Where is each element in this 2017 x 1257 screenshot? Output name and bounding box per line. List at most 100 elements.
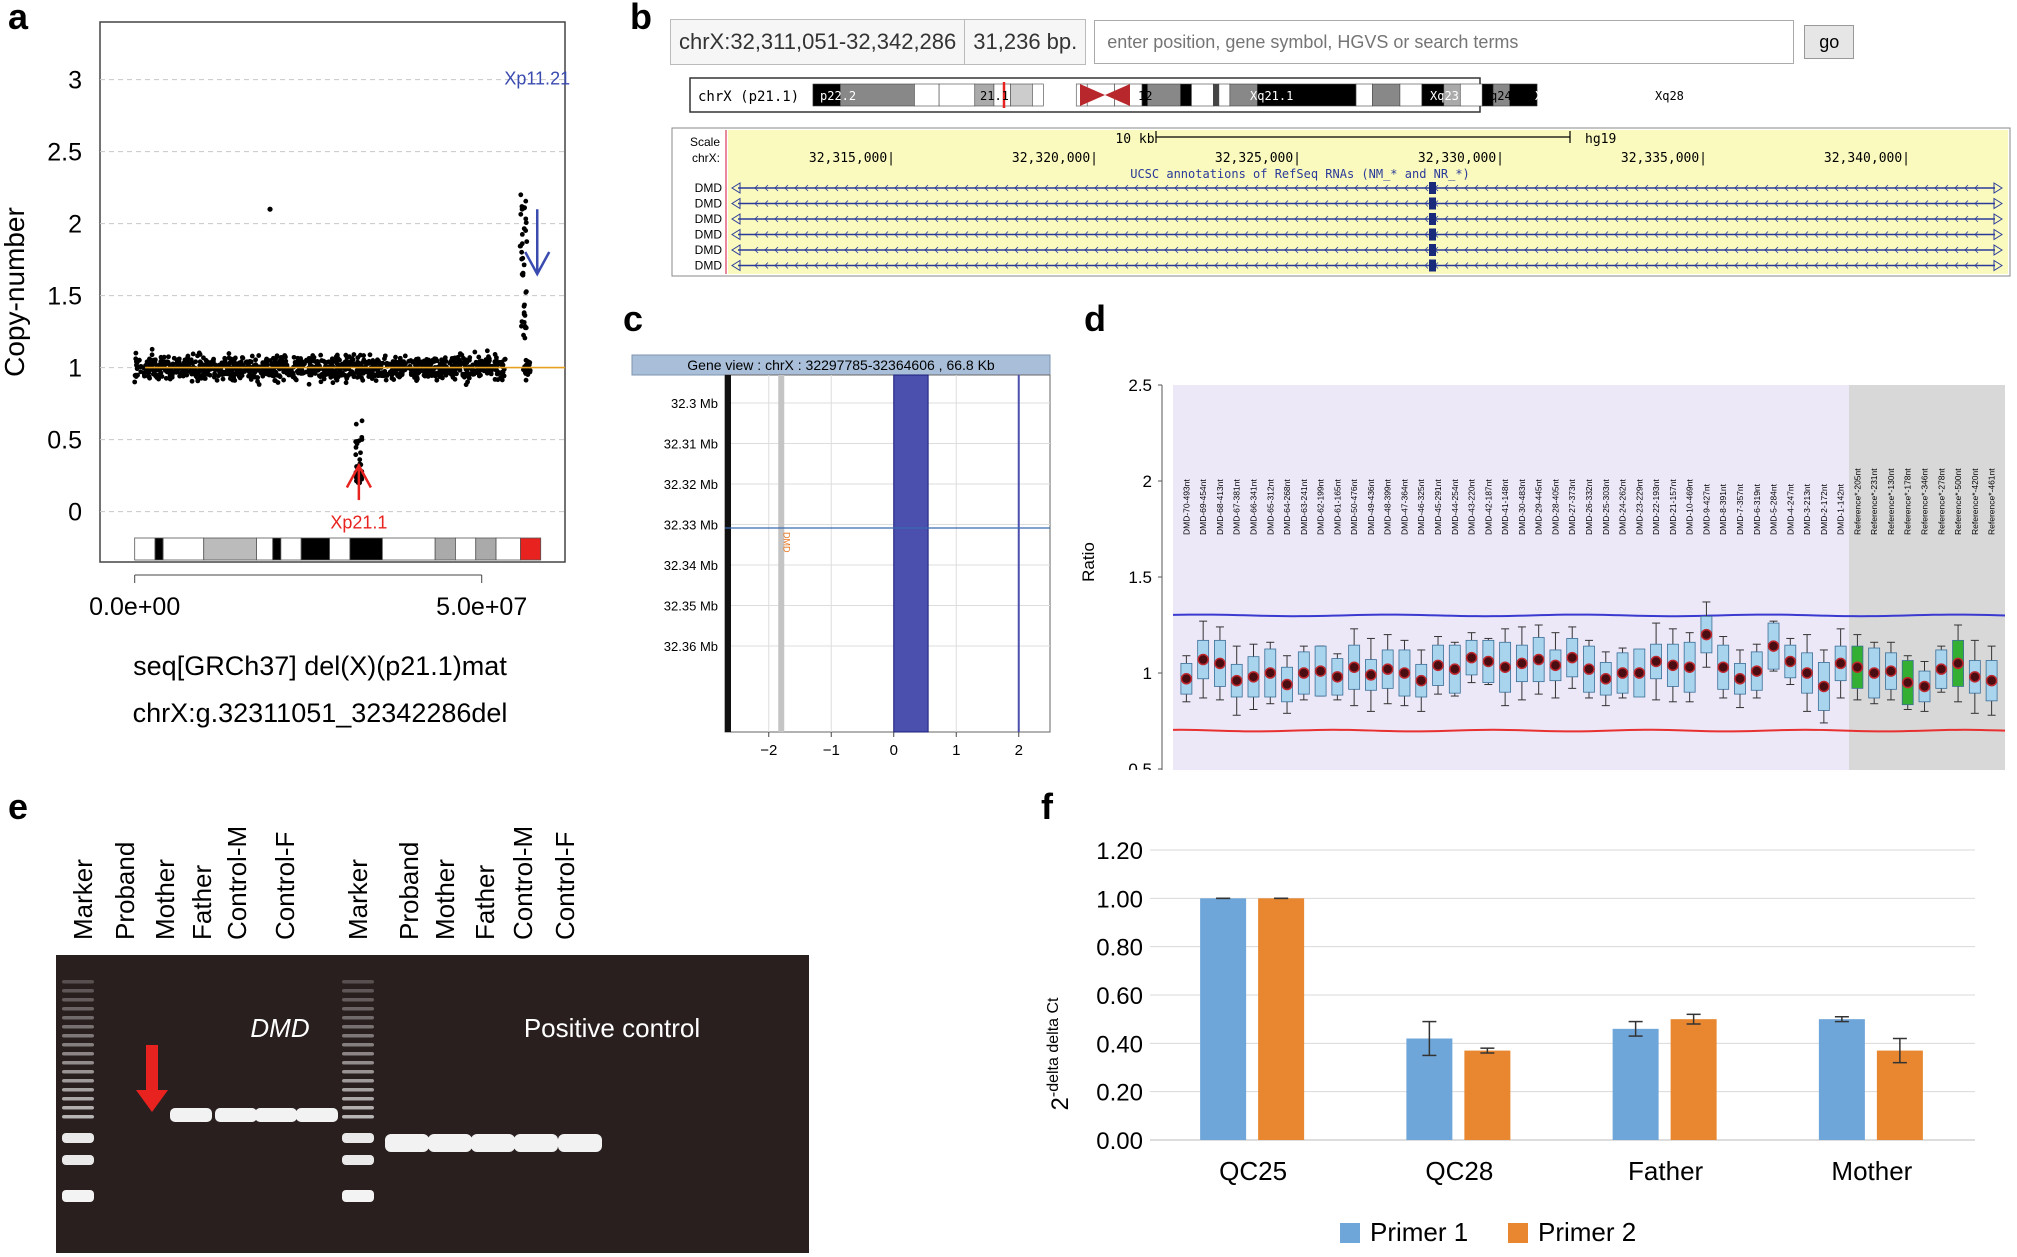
blue-arrowhead <box>524 251 551 277</box>
strand-chevron <box>1034 215 1039 223</box>
strand-chevron <box>834 231 839 238</box>
strand-chevron <box>1474 262 1479 269</box>
strand-chevron <box>1194 184 1199 192</box>
d-ratio-point <box>1683 661 1696 673</box>
strand-chevron <box>1774 246 1779 254</box>
strand-chevron <box>1514 231 1519 238</box>
d-probe-label: DMD-50-476nt <box>1349 479 1359 535</box>
d-probe-label: DMD-48-399nt <box>1383 479 1393 535</box>
strand-chevron <box>1204 184 1209 192</box>
legend-primer1: Primer 1 <box>1370 1217 1468 1247</box>
strand-chevron <box>1884 200 1889 207</box>
ideogram-band <box>1459 83 1483 107</box>
ideogram-band <box>1372 83 1401 107</box>
strand-chevron <box>834 215 839 223</box>
strand-chevron <box>1094 246 1099 254</box>
strand-chevron <box>1294 262 1299 269</box>
d-ratio-point <box>1449 663 1461 675</box>
strand-chevron <box>1024 246 1029 254</box>
strand-chevron <box>1744 231 1749 238</box>
strand-chevron <box>1764 184 1769 192</box>
d-ratio-point <box>1214 657 1226 670</box>
strand-chevron <box>1004 246 1009 254</box>
y-tick-label: 1.5 <box>47 283 82 311</box>
strand-chevron <box>1624 246 1629 254</box>
strand-chevron <box>1474 184 1479 192</box>
strand-chevron <box>1894 246 1899 254</box>
strand-chevron <box>974 231 979 238</box>
data-point <box>525 359 531 364</box>
dmd-band <box>170 1108 212 1122</box>
gene-arrow-left <box>731 228 741 241</box>
strand-chevron <box>1184 262 1189 269</box>
ideogram-band <box>329 537 351 561</box>
strand-chevron <box>1634 200 1639 207</box>
data-point <box>208 362 214 368</box>
strand-chevron <box>1164 246 1169 254</box>
strand-chevron <box>1964 262 1969 269</box>
strand-chevron <box>1704 200 1709 207</box>
strand-chevron <box>1904 200 1909 207</box>
strand-chevron <box>1784 262 1789 269</box>
strand-chevron <box>1674 262 1679 269</box>
strand-chevron <box>1954 200 1959 207</box>
data-point <box>502 356 508 362</box>
c-x-tick-label: −2 <box>760 742 777 759</box>
ideogram-band <box>455 537 477 561</box>
strand-chevron <box>1664 184 1669 192</box>
strand-chevron <box>1354 184 1359 192</box>
d-ratio-point <box>1600 673 1612 685</box>
data-point <box>150 367 156 373</box>
data-point <box>367 352 373 358</box>
position-label: 32,335,000| <box>1621 151 1707 166</box>
strand-chevron <box>1354 200 1359 207</box>
deletion-point <box>359 418 365 424</box>
strand-chevron <box>1524 262 1529 269</box>
data-point <box>456 357 462 363</box>
go-button[interactable]: go <box>1804 25 1855 59</box>
marker-ladder-band <box>62 1097 94 1101</box>
strand-chevron <box>964 262 969 269</box>
strand-chevron <box>1804 231 1809 238</box>
data-point <box>432 356 437 362</box>
strand-chevron <box>1174 246 1179 254</box>
marker-ladder-band <box>62 1043 94 1047</box>
deletion-point <box>354 441 360 447</box>
strand-chevron <box>1174 200 1179 207</box>
strand-chevron <box>1134 262 1139 269</box>
strand-chevron <box>1404 184 1409 192</box>
strand-chevron <box>964 184 969 192</box>
data-point <box>249 353 255 359</box>
strand-chevron <box>1774 231 1779 238</box>
strand-chevron <box>1144 246 1149 254</box>
c-x-tick-label: 1 <box>952 742 960 759</box>
d-probe-label: DMD-21-157nt <box>1668 479 1678 535</box>
data-point <box>147 375 153 381</box>
strand-chevron <box>774 262 779 269</box>
ideogram-band-label: q24 <box>1490 89 1512 103</box>
strand-chevron <box>1864 184 1869 192</box>
strand-chevron <box>1474 231 1479 238</box>
strand-chevron <box>1834 231 1839 238</box>
control-band <box>428 1134 472 1152</box>
strand-chevron <box>1234 231 1239 238</box>
strand-chevron <box>984 246 989 254</box>
strand-chevron <box>1444 184 1449 192</box>
strand-chevron <box>1274 262 1279 269</box>
data-point <box>281 377 287 383</box>
strand-chevron <box>1454 215 1459 223</box>
strand-chevron <box>1604 262 1609 269</box>
strand-chevron <box>1824 200 1829 207</box>
d-ratio-point <box>1952 657 1964 670</box>
strand-chevron <box>1284 231 1289 238</box>
strand-chevron <box>1254 200 1259 207</box>
strand-chevron <box>804 184 809 192</box>
data-point <box>217 369 222 375</box>
strand-chevron <box>1764 246 1769 254</box>
search-input[interactable] <box>1094 20 1795 64</box>
strand-chevron <box>1884 215 1889 223</box>
strand-chevron <box>1574 184 1579 192</box>
data-point <box>237 370 243 375</box>
strand-chevron <box>1514 200 1519 207</box>
strand-chevron <box>1724 200 1729 207</box>
